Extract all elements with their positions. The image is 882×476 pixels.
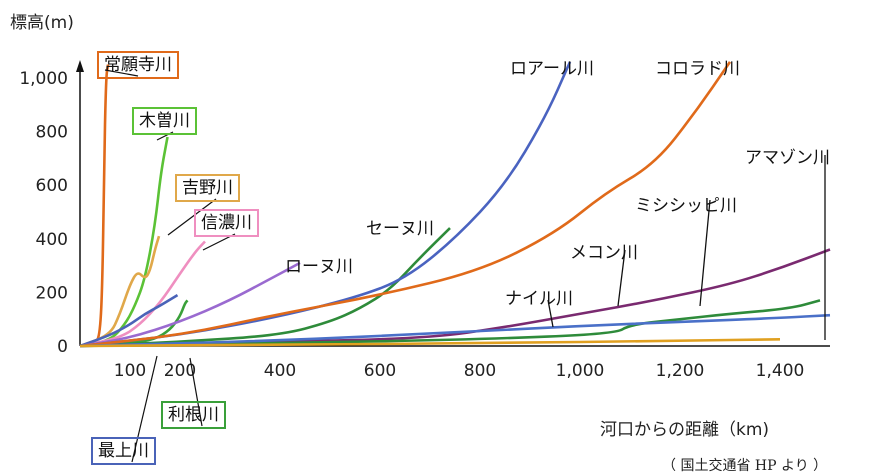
series-label: 利根川 [161, 357, 226, 429]
series-label: ローヌ川 [285, 257, 353, 277]
series-line [79, 293, 179, 348]
x-tick-label: 200 [164, 361, 196, 381]
leader-line [189, 357, 203, 427]
y-tick-label: 1,000 [19, 69, 68, 89]
series-label: アマゾン川 [745, 148, 830, 340]
series-label: 常願寺川 [97, 51, 179, 79]
leader-line [131, 355, 158, 463]
series-name: メコン川 [570, 243, 638, 263]
series-name: ロアール川 [510, 59, 594, 79]
x-tick-label: 800 [464, 361, 496, 381]
x-tick-label: 1,000 [556, 361, 605, 381]
series-line [79, 61, 732, 348]
y-tick-label: 0 [57, 337, 68, 357]
y-axis-title: 標高(m) [10, 13, 74, 33]
series-name-box [175, 174, 240, 202]
series-name: セーヌ川 [366, 219, 434, 239]
series-name: 吉野川 [182, 178, 233, 198]
series-name: 最上川 [98, 441, 149, 461]
source-note: （ 国土交通省 HP より ） [662, 457, 827, 474]
series-name-box [97, 51, 179, 79]
x-axis-title: 河口からの距離（km) [600, 420, 769, 440]
series-label: コロラド川 [655, 59, 740, 79]
x-tick-label: 1,400 [756, 361, 805, 381]
series-line [79, 64, 110, 348]
series-line [79, 61, 572, 348]
series-line [79, 136, 169, 348]
series-line [79, 338, 781, 348]
series-label: ミシシッピ川 [635, 196, 737, 307]
series-label: ナイル川 [505, 289, 573, 328]
leader-line [699, 199, 711, 307]
y-tick-label: 600 [36, 176, 68, 196]
tick-labels: 100 200 400 600 800 1,000 1,200 1,400 0 200 400 600… [19, 69, 804, 381]
series-name: ローヌ川 [285, 257, 353, 277]
x-tick-label: 1,200 [656, 361, 705, 381]
series-name-box [194, 209, 259, 237]
leader-line [617, 249, 626, 307]
series-name: ミシシッピ川 [635, 196, 737, 216]
x-tick-label: 400 [264, 361, 296, 381]
series-name: 常願寺川 [104, 55, 172, 75]
x-tick-label: 100 [114, 361, 146, 381]
series-name: ナイル川 [505, 289, 573, 309]
series-label: 吉野川 [167, 174, 240, 236]
series-label: 信濃川 [194, 209, 259, 251]
series-name: 信濃川 [201, 213, 252, 233]
series-name: コロラド川 [655, 59, 740, 79]
series-name: アマゾン川 [745, 148, 830, 168]
y-tick-label: 800 [36, 123, 68, 143]
y-tick-label: 200 [36, 283, 68, 303]
series-lines [79, 61, 831, 348]
leader-line [167, 198, 217, 236]
series-name: 木曽川 [139, 111, 190, 131]
y-axis-arrow [76, 60, 84, 72]
series-label: 木曽川 [132, 107, 197, 141]
series-name-box [132, 107, 197, 135]
series-name-box [161, 401, 226, 429]
series-name-box [91, 437, 156, 465]
leader-line [104, 69, 139, 77]
x-tick-label: 600 [364, 361, 396, 381]
series-label: 最上川 [91, 355, 158, 465]
series-label: メコン川 [570, 243, 638, 307]
leader-line [547, 299, 554, 328]
y-tick-label: 400 [36, 230, 68, 250]
series-label: セーヌ川 [366, 219, 434, 239]
series-line [79, 313, 831, 348]
series-label: ロアール川 [510, 59, 594, 79]
series-name: 利根川 [168, 405, 219, 425]
